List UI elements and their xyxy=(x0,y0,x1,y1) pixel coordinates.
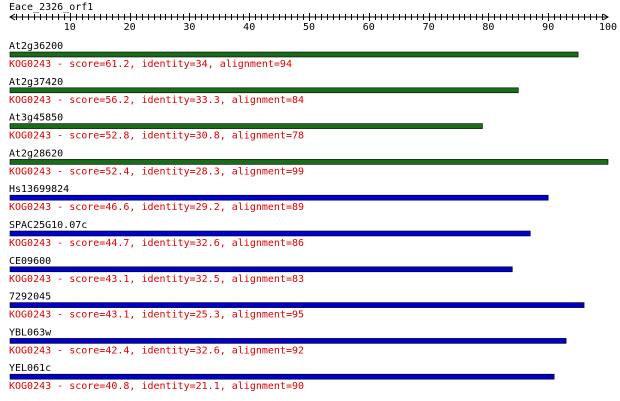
query-name: Eace_2326_orf1 xyxy=(9,2,93,13)
hit-row: YEL061c KOG0243 - score=40.8, identity=21… xyxy=(9,363,555,392)
hit-bar[interactable] xyxy=(9,373,555,380)
ruler-label: 10 xyxy=(64,22,76,33)
ruler-label: 80 xyxy=(482,22,494,33)
hit-row: At2g37420 KOG0243 - score=56.2, identity=… xyxy=(9,77,519,106)
hit-row: SPAC25G10.07c KOG0243 - score=44.7, ident… xyxy=(9,220,531,249)
ruler-label: 100 xyxy=(599,22,617,33)
hit-row: CE09600 KOG0243 - score=43.1, identity=32… xyxy=(9,256,513,285)
ruler-label: 40 xyxy=(243,22,255,33)
hit-name: CE09600 xyxy=(9,256,51,267)
hit-row: At2g28620 KOG0243 - score=52.4, identity=… xyxy=(9,148,609,177)
hit-name: YBL063w xyxy=(9,327,52,338)
ruler-left-arrow xyxy=(9,13,16,21)
ruler-label: 70 xyxy=(423,22,435,33)
ruler-label: 90 xyxy=(542,22,554,33)
hit-name: At2g36200 xyxy=(9,41,63,52)
hit-bar[interactable] xyxy=(9,159,609,165)
hit-name: YEL061c xyxy=(9,363,51,374)
ruler-label: 30 xyxy=(183,22,195,33)
hit-name: Hs13699824 xyxy=(9,184,69,195)
hit-detail: KOG0243 - score=52.4, identity=28.3, ali… xyxy=(9,166,304,177)
hit-bar[interactable] xyxy=(9,87,519,94)
hit-row: At3g45850 KOG0243 - score=52.8, identity=… xyxy=(9,113,483,142)
ruler-label: 20 xyxy=(124,22,136,33)
hit-list: At2g36200 KOG0243 - score=61.2, identity=… xyxy=(9,41,609,392)
hit-detail: KOG0243 - score=46.6, identity=29.2, ali… xyxy=(9,202,304,213)
hit-row: YBL063w KOG0243 - score=42.4, identity=32… xyxy=(9,327,567,356)
hit-bar[interactable] xyxy=(9,194,549,201)
ruler-right-arrow xyxy=(602,13,609,21)
ruler-label: 50 xyxy=(303,22,315,33)
hit-detail: KOG0243 - score=43.1, identity=32.5, ali… xyxy=(9,274,304,285)
hit-bar[interactable] xyxy=(9,51,579,58)
hit-detail: KOG0243 - score=42.4, identity=32.6, ali… xyxy=(9,345,304,356)
hit-row: Hs13699824 KOG0243 - score=46.6, identity… xyxy=(9,184,549,213)
hit-name: At3g45850 xyxy=(9,113,63,124)
hit-bar[interactable] xyxy=(9,123,483,129)
hit-bar[interactable] xyxy=(9,338,567,344)
hit-detail: KOG0243 - score=40.8, identity=21.1, ali… xyxy=(9,381,304,392)
hit-name: At2g28620 xyxy=(9,148,63,159)
hit-name: SPAC25G10.07c xyxy=(9,220,87,231)
hit-bar[interactable] xyxy=(9,266,513,273)
hit-row: 7292045 KOG0243 - score=43.1, identity=25… xyxy=(9,292,585,321)
hit-detail: KOG0243 - score=61.2, identity=34, align… xyxy=(9,59,292,70)
hit-detail: KOG0243 - score=56.2, identity=33.3, ali… xyxy=(9,95,304,106)
hit-bar[interactable] xyxy=(9,302,585,308)
hit-detail: KOG0243 - score=52.8, identity=30.8, ali… xyxy=(9,131,304,142)
position-ruler: 10 20 30 40 50 60 70 80 90 100 xyxy=(9,13,617,33)
hit-name: At2g37420 xyxy=(9,77,63,88)
ruler-label: 60 xyxy=(363,22,375,33)
hit-name: 7292045 xyxy=(9,292,51,303)
hit-detail: KOG0243 - score=44.7, identity=32.6, ali… xyxy=(9,238,304,249)
hit-bar[interactable] xyxy=(9,230,531,237)
hit-row: At2g36200 KOG0243 - score=61.2, identity=… xyxy=(9,41,579,70)
hit-detail: KOG0243 - score=43.1, identity=25.3, ali… xyxy=(9,310,304,321)
